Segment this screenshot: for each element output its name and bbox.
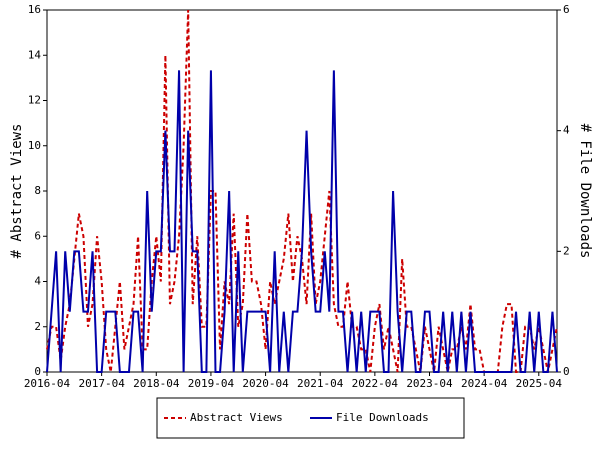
- x-tick-label: 2024-04: [461, 377, 508, 390]
- legend-label: File Downloads: [336, 411, 429, 424]
- y-tick-label: 8: [34, 184, 41, 197]
- x-tick-label: 2018-04: [133, 377, 180, 390]
- x-tick-label: 2023-04: [406, 377, 453, 390]
- series-line: [46, 70, 558, 373]
- y-tick-label: 10: [28, 139, 41, 152]
- y-tick-label: 6: [34, 229, 41, 242]
- x-tick-label: 2021-04: [297, 377, 344, 390]
- x-tick-label: 2022-04: [352, 377, 399, 390]
- y-tick-label: 14: [28, 48, 42, 61]
- y2-axis-label: # File Downloads: [577, 124, 593, 259]
- x-tick-label: 2019-04: [188, 377, 235, 390]
- y-tick-label: 16: [28, 3, 41, 16]
- y2-tick-label: 2: [563, 244, 570, 257]
- x-tick-label: 2025-04: [516, 377, 563, 390]
- y-tick-label: 12: [28, 94, 41, 107]
- y2-tick-label: 6: [563, 3, 570, 16]
- plot-frame: [46, 9, 558, 373]
- y-axis-label: # Abstract Views: [9, 124, 25, 259]
- y-tick-label: 0: [34, 365, 41, 378]
- x-tick-label: 2017-04: [78, 377, 125, 390]
- x-tick-label: 2020-04: [242, 377, 289, 390]
- y-tick-label: 2: [34, 320, 41, 333]
- x-tick-label: 2016-04: [24, 377, 71, 390]
- y2-tick-label: 4: [563, 124, 570, 137]
- series-line: [46, 9, 558, 373]
- y2-tick-label: 0: [563, 365, 570, 378]
- legend-label: Abstract Views: [190, 411, 283, 424]
- y-tick-label: 4: [34, 275, 41, 288]
